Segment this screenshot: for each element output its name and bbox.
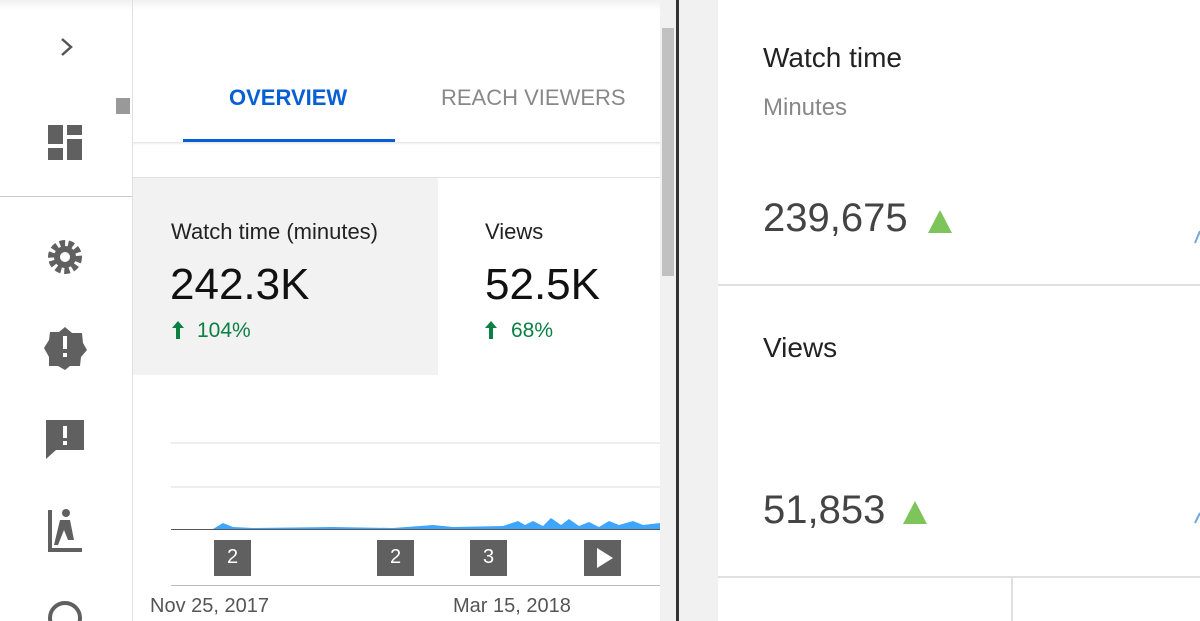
- up-arrow: [485, 321, 497, 339]
- section-title: Watch time: [763, 42, 902, 73]
- sidebar-border: [132, 0, 133, 621]
- up-triangle: [903, 501, 927, 524]
- chart-edge: [1194, 230, 1200, 524]
- tab[interactable]: OVERVIEW: [229, 85, 348, 110]
- right-panel: [718, 0, 1200, 621]
- card-change: 104%: [197, 319, 251, 342]
- up-triangle: [928, 210, 952, 233]
- resize-handle: [116, 98, 130, 114]
- divider: [1011, 578, 1013, 621]
- scrollbar-thumb[interactable]: [662, 28, 674, 276]
- card-value: 242.3K: [170, 260, 310, 309]
- gap: [679, 0, 718, 621]
- mini-chart: [171, 442, 660, 586]
- card-label: Watch time (minutes): [171, 219, 379, 244]
- dashboard-icon[interactable]: [48, 125, 82, 160]
- marker-label: 2: [226, 546, 239, 568]
- top-shadow: [0, 0, 676, 10]
- exit-icon[interactable]: [48, 509, 82, 552]
- metric-value: 239,675: [763, 196, 908, 240]
- card-label[interactable]: Views: [485, 219, 544, 244]
- divider: [718, 284, 1200, 286]
- metric-value: 51,853: [763, 488, 886, 532]
- card-change: 68%: [511, 319, 554, 342]
- divider: [718, 576, 1200, 578]
- tab-border: [133, 142, 660, 145]
- marker-label: 3: [482, 546, 495, 568]
- check-icon[interactable]: [48, 601, 82, 621]
- sparkline-area: [171, 518, 660, 530]
- tab[interactable]: REACH VIEWERS: [441, 85, 626, 110]
- expand-icon[interactable]: [61, 38, 73, 56]
- up-arrow: [172, 321, 184, 339]
- date-label: Nov 25, 2017: [150, 595, 269, 617]
- sidebar-divider: [0, 196, 132, 197]
- date-label: Mar 15, 2018: [453, 595, 571, 617]
- alert-icon[interactable]: [44, 327, 87, 370]
- sidebar-icons: [44, 38, 87, 621]
- marker-label: 2: [389, 546, 402, 568]
- marker[interactable]: [470, 540, 507, 576]
- play-icon: [597, 548, 613, 568]
- settings-icon[interactable]: [48, 240, 82, 274]
- tab-indicator: [183, 139, 395, 142]
- section-title: Views: [763, 332, 838, 363]
- card-value: 52.5K: [485, 260, 600, 309]
- marker[interactable]: [377, 540, 414, 576]
- card-border: [133, 177, 660, 178]
- feedback-icon[interactable]: [46, 420, 84, 459]
- card-selected[interactable]: [133, 178, 438, 375]
- section-subtitle: Minutes: [763, 94, 848, 121]
- window-border: [676, 0, 679, 621]
- marker[interactable]: [214, 540, 251, 576]
